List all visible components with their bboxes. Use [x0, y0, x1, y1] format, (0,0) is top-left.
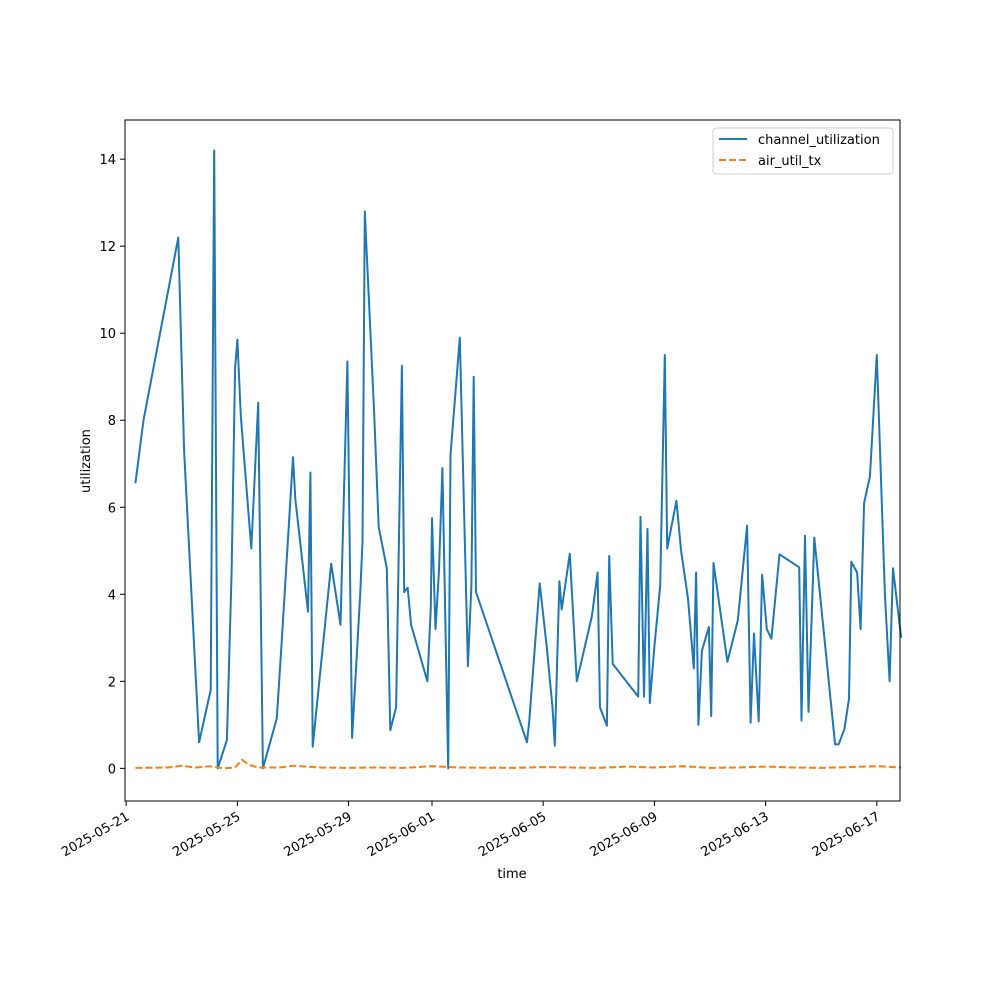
x-tick-label: 2025-06-09 — [587, 809, 660, 860]
x-tick-label: 2025-06-01 — [365, 809, 438, 860]
x-tick-label: 2025-05-21 — [59, 809, 132, 860]
y-tick-label: 6 — [108, 501, 116, 516]
plot-frame — [124, 119, 901, 802]
y-tick-label: 12 — [99, 240, 116, 255]
x-tick-label: 2025-06-17 — [810, 809, 883, 860]
plot-background — [125, 120, 900, 801]
x-tick-label: 2025-06-13 — [699, 809, 772, 860]
y-axis-label: utilization — [79, 429, 94, 493]
x-tick-label: 2025-06-05 — [476, 809, 549, 860]
x-tick-label: 2025-05-25 — [170, 809, 243, 860]
y-tick-label: 8 — [108, 414, 116, 429]
y-tick-label: 4 — [108, 588, 116, 603]
y-tick-label: 10 — [99, 327, 116, 342]
legend-label-air-util-tx: air_util_tx — [758, 154, 822, 169]
y-tick-label: 2 — [108, 675, 116, 690]
legend-box — [712, 127, 894, 175]
series-line-air-util-tx — [135, 758, 902, 770]
x-axis-ticks: 2025-05-21 2025-05-25 2025-05-29 2025-06-01… — [59, 801, 883, 860]
legend: channel_utilization air_util_tx — [712, 127, 894, 175]
y-axis-ticks: 0 2 4 6 8 10 12 14 — [99, 153, 125, 777]
x-tick-label: 2025-05-29 — [282, 809, 355, 860]
series-line-channel-utilization — [134, 149, 903, 770]
x-axis-label: time — [497, 867, 526, 882]
series-layer — [134, 149, 903, 770]
y-tick-label: 14 — [99, 153, 116, 168]
y-tick-label: 0 — [108, 762, 116, 777]
legend-label-channel-utilization: channel_utilization — [758, 133, 880, 148]
